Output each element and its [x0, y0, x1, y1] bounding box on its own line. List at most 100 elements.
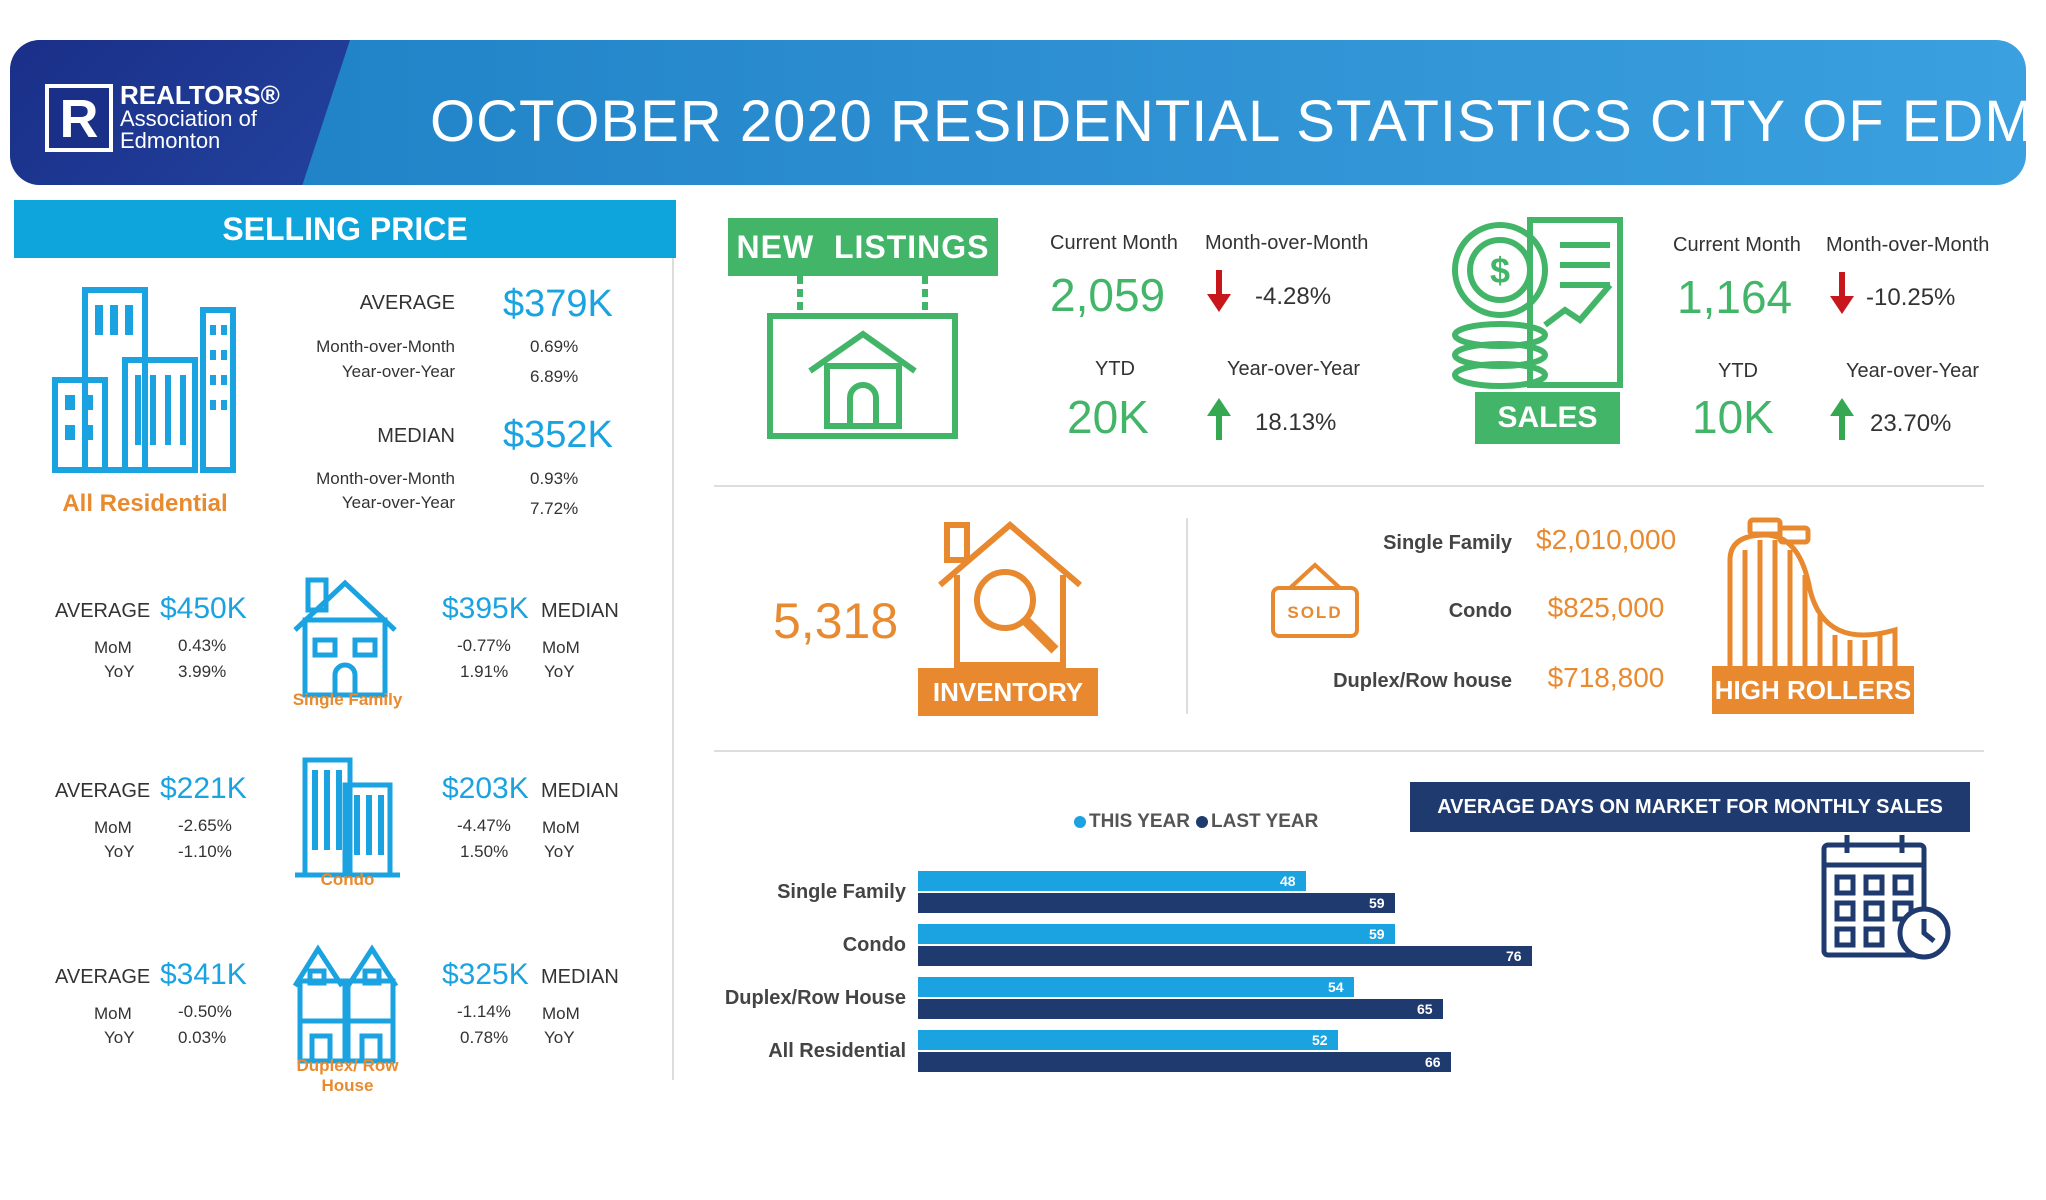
selling-price-divider — [672, 258, 674, 1080]
type-label: Duplex/ Row House — [296, 1056, 399, 1095]
up-arrow-icon — [1830, 398, 1854, 440]
type-median-value: $203K — [442, 772, 529, 805]
type-average-value: $450K — [160, 592, 247, 625]
all-median-mom-value: 0.93% — [530, 469, 579, 488]
high-rollers-banner: HIGH ROLLERS — [1712, 666, 1914, 714]
divider-line — [714, 485, 1984, 487]
type-median-value: $325K — [442, 958, 529, 991]
sales-current-month-label: Current Month — [1673, 234, 1801, 256]
days-on-market-banner: AVERAGE DAYS ON MARKET FOR MONTHLY SALES — [1410, 782, 1970, 832]
logo-title: REALTORS® — [120, 80, 280, 110]
bar-value-label: 54 — [1328, 979, 1344, 995]
all-average-yoy-value: 6.89% — [530, 367, 579, 386]
sold-sign-icon — [1271, 562, 1359, 638]
nl-yoy-label: Year-over-Year — [1227, 358, 1361, 380]
type-average-value: $221K — [160, 772, 247, 805]
bar-value-label: 76 — [1506, 948, 1522, 964]
bar-last-year — [918, 893, 1395, 913]
high-roller-label: Condo — [1448, 600, 1512, 622]
type-mom-label: MoM — [94, 638, 132, 657]
logo-subtitle: Association of Edmonton — [120, 106, 257, 153]
nl-current-month-value: 2,059 — [1050, 269, 1166, 321]
nl-ytd-label: YTD — [1095, 358, 1135, 380]
nl-yoy-value: 18.13% — [1255, 409, 1337, 436]
type-yoy-label: YoY — [104, 662, 135, 681]
sales-yoy-value: 23.70% — [1870, 410, 1952, 437]
type-average-value: $341K — [160, 958, 247, 991]
type-mom-label: MoM — [542, 1004, 580, 1023]
vertical-divider — [1186, 518, 1188, 714]
down-arrow-icon — [1207, 270, 1231, 312]
down-arrow-icon — [1830, 272, 1854, 314]
type-mom-label: MoM — [542, 818, 580, 837]
type-average-mom: -2.65% — [178, 816, 232, 835]
single-family-house-icon — [293, 577, 397, 698]
high-roller-value: $2,010,000 — [1536, 524, 1677, 555]
inventory-banner: INVENTORY — [918, 668, 1098, 716]
type-average-mom: 0.43% — [178, 636, 227, 655]
high-roller-value: $825,000 — [1547, 592, 1665, 623]
all-median-label: MEDIAN — [377, 425, 455, 447]
sales-mom-value: -10.25% — [1866, 284, 1956, 311]
type-average-label: AVERAGE — [55, 966, 151, 988]
all-average-mom-value: 0.69% — [530, 337, 579, 356]
bar-this-year — [918, 1030, 1338, 1050]
nl-current-month-label: Current Month — [1050, 232, 1178, 254]
header-banner: R REALTORS® Association of Edmonton OCTO… — [10, 40, 2026, 185]
type-median-yoy: 0.78% — [460, 1028, 509, 1047]
legend-last-year-swatch — [1196, 816, 1208, 828]
svg-text:$: $ — [1490, 250, 1510, 291]
legend-last-year-label: LAST YEAR — [1211, 811, 1319, 832]
high-roller-label: Duplex/Row house — [1333, 670, 1512, 692]
type-label: Condo — [320, 870, 375, 889]
bar-last-year — [918, 946, 1532, 966]
roller-coaster-icon — [1727, 517, 1898, 680]
bar-this-year — [918, 871, 1306, 891]
sold-sign-text: SOLD — [1287, 603, 1343, 622]
chart-category-label: Condo — [842, 934, 906, 956]
all-average-yoy-label: Year-over-Year — [341, 362, 455, 381]
type-yoy-label: YoY — [544, 842, 575, 861]
condo-building-icon — [295, 757, 400, 878]
up-arrow-icon — [1207, 398, 1231, 440]
chart-category-label: Single Family — [777, 881, 906, 903]
type-average-yoy: 0.03% — [178, 1028, 227, 1047]
city-buildings-icon — [52, 287, 236, 473]
sales-yoy-label: Year-over-Year — [1846, 360, 1980, 382]
nl-ytd-value: 20K — [1067, 391, 1149, 443]
sales-mom-label: Month-over-Month — [1826, 234, 1990, 256]
type-yoy-label: YoY — [104, 842, 135, 861]
type-mom-label: MoM — [94, 818, 132, 837]
listing-sign-house-icon — [767, 276, 958, 439]
all-residential-label: All Residential — [62, 490, 228, 517]
type-yoy-label: YoY — [544, 1028, 575, 1047]
logo-letter: R — [49, 88, 109, 149]
duplex-row-house-icon — [292, 944, 399, 1064]
bar-last-year — [918, 999, 1443, 1019]
type-mom-label: MoM — [94, 1004, 132, 1023]
type-median-label: MEDIAN — [541, 780, 619, 802]
type-average-label: AVERAGE — [55, 600, 151, 622]
bar-value-label: 52 — [1312, 1032, 1328, 1048]
type-average-yoy: 3.99% — [178, 662, 227, 681]
calendar-clock-icon — [1821, 835, 1951, 960]
sales-current-month-value: 1,164 — [1677, 271, 1793, 323]
type-median-mom: -0.77% — [457, 636, 511, 655]
chart-category-label: Duplex/Row House — [724, 987, 906, 1009]
type-median-label: MEDIAN — [541, 600, 619, 622]
legend-this-year-label: THIS YEAR — [1089, 811, 1191, 832]
divider-line — [714, 750, 1984, 752]
all-average-label: AVERAGE — [359, 292, 455, 314]
type-yoy-label: YoY — [104, 1028, 135, 1047]
type-median-yoy: 1.50% — [460, 842, 509, 861]
bar-last-year — [918, 1052, 1451, 1072]
type-median-mom: -4.47% — [457, 816, 511, 835]
all-median-value: $352K — [503, 414, 613, 456]
sales-money-icon: $ — [1452, 217, 1623, 389]
all-median-yoy-label: Year-over-Year — [341, 493, 455, 512]
type-median-mom: -1.14% — [457, 1002, 511, 1021]
nl-mom-value: -4.28% — [1255, 283, 1332, 310]
new-listings-banner: NEW LISTINGS — [728, 218, 998, 276]
bar-value-label: 59 — [1369, 895, 1385, 911]
type-average-mom: -0.50% — [178, 1002, 232, 1021]
